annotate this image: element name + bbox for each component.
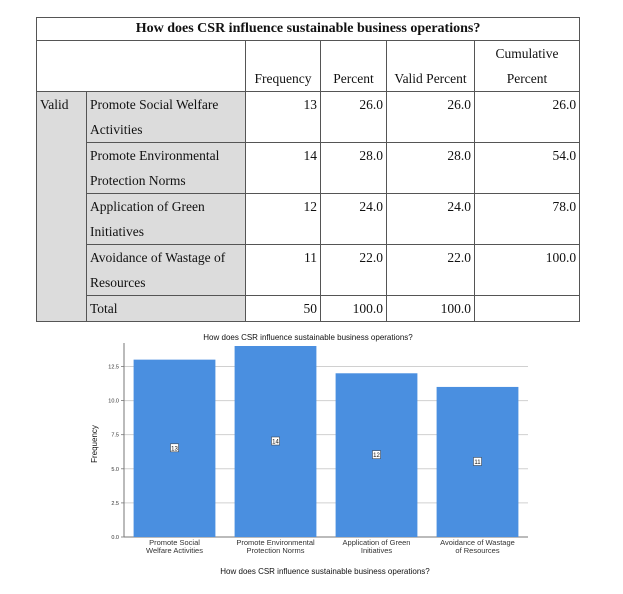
row-label-line2: Protection Norms — [90, 173, 186, 188]
row-label-line2: Initiatives — [90, 224, 144, 239]
data-label: 12 — [373, 453, 380, 459]
cell-frequency: 11 — [245, 244, 321, 296]
table-header-row: Frequency Percent Valid Percent Cumulati… — [36, 40, 581, 92]
row-label: Promote Environmental Protection Norms — [86, 142, 246, 194]
x-axis-label: How does CSR influence sustainable busin… — [220, 567, 430, 576]
header-blank — [36, 40, 246, 92]
cell-percent: 26.0 — [320, 91, 387, 143]
row-label: Avoidance of Wastage of Resources — [86, 244, 246, 296]
row-label-line2: Activities — [90, 122, 143, 137]
table-row-total: Total 50 100.0 100.0 — [37, 295, 581, 322]
x-category-label: Protection Norms — [247, 546, 305, 555]
x-category-label: of Resources — [455, 546, 499, 555]
data-label-box — [473, 457, 482, 466]
header-cumulative-line1: Cumulative — [495, 46, 559, 61]
data-label: 14 — [272, 440, 279, 446]
cell-valid-percent: 24.0 — [386, 193, 475, 245]
header-frequency: Frequency — [245, 40, 321, 92]
table-row: Valid Promote Social Welfare Activities … — [36, 91, 581, 322]
cell-valid-percent: 26.0 — [386, 91, 475, 143]
x-category-label: Application of Green — [343, 538, 411, 547]
y-tick-label: 10.0 — [108, 399, 119, 405]
total-label: Total — [86, 295, 246, 322]
row-label: Promote Social Welfare Activities — [86, 91, 246, 143]
x-category-label: Promote Environmental — [236, 538, 315, 547]
cell-cumulative: 54.0 — [473, 142, 581, 194]
total-valid-percent: 100.0 — [386, 295, 475, 322]
frequency-bar-chart: How does CSR influence sustainable busin… — [90, 333, 528, 576]
y-axis-label: Frequency — [90, 425, 99, 463]
frequency-table: How does CSR influence sustainable busin… — [35, 17, 581, 322]
group-label-valid: Valid — [36, 91, 87, 322]
data-label: 11 — [474, 460, 481, 466]
chart-title: How does CSR influence sustainable busin… — [203, 333, 413, 342]
row-label-line1: Application of Green — [90, 199, 205, 214]
y-tick-label: 7.5 — [111, 433, 119, 439]
row-label-line2: Resources — [90, 275, 146, 290]
header-valid-percent: Valid Percent — [386, 40, 475, 92]
cell-cumulative: 26.0 — [473, 91, 581, 143]
row-label-line1: Promote Social Welfare — [90, 97, 219, 112]
total-percent: 100.0 — [320, 295, 387, 322]
table-title: How does CSR influence sustainable busin… — [35, 17, 581, 41]
header-percent: Percent — [320, 40, 387, 92]
data-label-box — [372, 450, 381, 459]
cell-percent: 28.0 — [320, 142, 387, 194]
row-label: Application of Green Initiatives — [86, 193, 246, 245]
cell-cumulative: 100.0 — [473, 244, 581, 296]
plot-area: 0.0 2.5 5.0 7.5 10.0 12.5 13 Promote SocialWelf… — [108, 343, 528, 555]
y-tick-label: 2.5 — [111, 501, 119, 507]
cell-valid-percent: 28.0 — [386, 142, 475, 194]
cell-percent: 24.0 — [320, 193, 387, 245]
cell-percent: 22.0 — [320, 244, 387, 296]
cell-cumulative: 78.0 — [473, 193, 581, 245]
x-category-label: Initiatives — [361, 546, 393, 555]
table-row: Avoidance of Wastage of Resources 11 22.… — [37, 244, 581, 296]
header-cumulative-line2: Percent — [506, 71, 548, 86]
data-label-box — [271, 436, 280, 446]
data-label: 13 — [171, 446, 178, 452]
row-label-line1: Avoidance of Wastage of — [90, 250, 226, 265]
cell-frequency: 14 — [245, 142, 321, 194]
total-frequency: 50 — [245, 295, 321, 322]
row-label-line1: Promote Environmental — [90, 148, 220, 163]
x-category-label: Avoidance of Wastage — [440, 538, 515, 547]
x-category-label: Promote Social — [149, 538, 200, 547]
cell-frequency: 13 — [245, 91, 321, 143]
y-tick-label: 5.0 — [111, 467, 119, 473]
x-category-label: Welfare Activities — [146, 546, 203, 555]
total-cumulative-blank — [473, 295, 581, 322]
header-cumulative-percent: Cumulative Percent — [473, 40, 581, 92]
y-tick-label: 0.0 — [111, 535, 119, 541]
cell-frequency: 12 — [245, 193, 321, 245]
table-row: Application of Green Initiatives 12 24.0… — [37, 193, 581, 245]
table-row: Promote Environmental Protection Norms 1… — [37, 142, 581, 194]
data-label-box — [170, 443, 179, 453]
y-tick-label: 12.5 — [108, 364, 119, 370]
cell-valid-percent: 22.0 — [386, 244, 475, 296]
